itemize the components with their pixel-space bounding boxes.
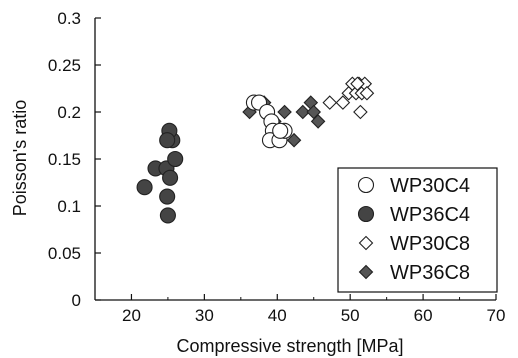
y-tick-label: 0.15	[48, 150, 81, 169]
data-point-wp30c8	[322, 95, 338, 110]
data-points	[136, 76, 375, 224]
legend-label-wp36c4: WP36C4	[390, 204, 470, 226]
legend-marker-wp36c4	[357, 205, 375, 223]
data-point-wp36c8	[286, 132, 302, 148]
y-axis-title: Poisson's ratio	[10, 100, 30, 217]
legend: WP30C4 WP36C4 WP30C8 WP36C8	[337, 167, 498, 293]
data-point-wp30c8	[335, 95, 351, 110]
data-point-wp36c4	[159, 188, 176, 205]
legend-label-wp30c4: WP30C4	[390, 175, 470, 197]
legend-marker-wp30c8	[358, 235, 374, 251]
y-tick-label: 0.2	[57, 103, 81, 122]
data-point-wp36c8	[277, 104, 292, 120]
legend-label-wp36c8: WP36C8	[390, 262, 470, 284]
data-point-wp36c4	[136, 179, 153, 196]
y-tick-label: 0.05	[48, 244, 81, 263]
x-tick-label: 70	[487, 306, 506, 325]
x-tick-label: 50	[341, 306, 360, 325]
y-tick-label: 0.1	[57, 197, 81, 216]
legend-marker-wp36c8	[358, 264, 374, 280]
legend-label-wp30c8: WP30C8	[390, 233, 470, 255]
data-point-wp36c4	[159, 132, 176, 149]
y-tick-label: 0.25	[48, 56, 81, 75]
data-point-wp30c4	[272, 122, 289, 139]
x-tick-label: 40	[268, 306, 287, 325]
x-axis-title: Compressive strength [MPa]	[176, 336, 403, 356]
data-point-wp36c8	[295, 104, 311, 120]
data-point-wp36c4	[162, 169, 179, 186]
x-tick-label: 20	[122, 306, 141, 325]
data-point-wp36c4	[167, 150, 184, 168]
data-point-wp30c8	[353, 104, 368, 120]
data-point-wp30c8	[359, 85, 375, 101]
x-tick-label: 60	[414, 306, 433, 325]
legend-marker-wp30c4	[357, 176, 375, 194]
y-ticks: 0 0.05 0.1 0.15 0.2 0.25 0.3	[48, 9, 101, 310]
y-tick-label: 0	[72, 291, 81, 310]
x-tick-label: 30	[195, 306, 214, 325]
y-tick-label: 0.3	[57, 9, 81, 28]
data-point-wp36c8	[310, 114, 326, 129]
data-point-wp36c4	[159, 207, 176, 224]
data-point-wp30c8	[350, 76, 365, 92]
x-ticks: 20 30 40 50 60 70	[94, 294, 506, 325]
